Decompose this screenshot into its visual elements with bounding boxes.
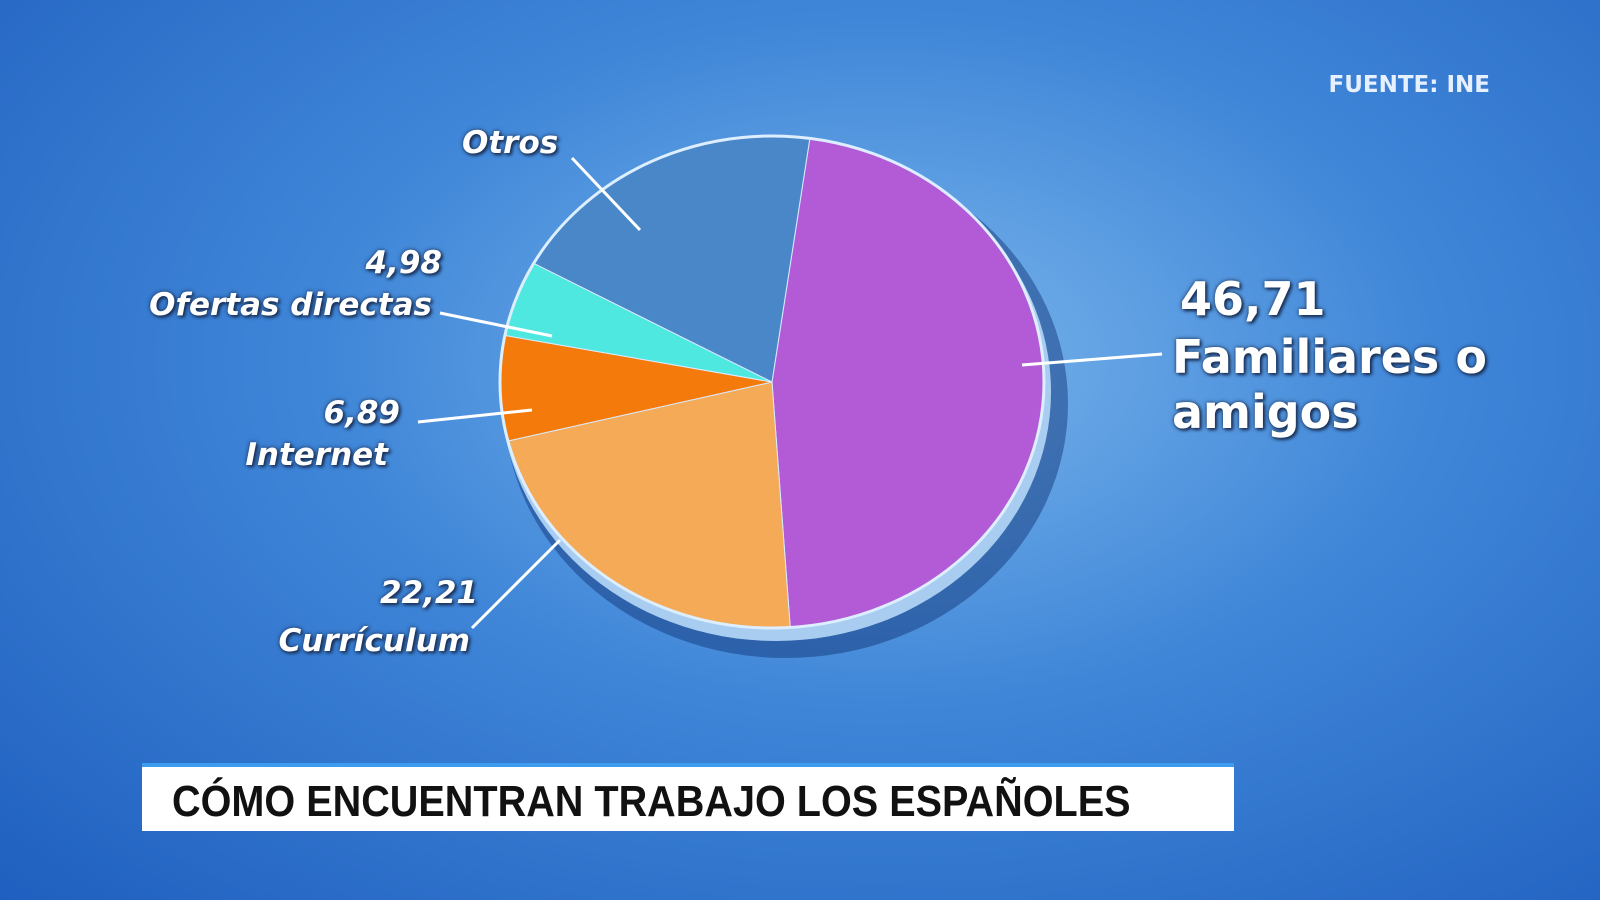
chart-title: CÓMO ENCUENTRAN TRABAJO LOS ESPAÑOLES [172,777,1131,826]
category-label: Currículum [278,623,470,659]
category-label: Otros [462,125,559,161]
value-label: 46,71 [1180,272,1326,326]
category-label: Familiares o amigos [1172,330,1487,440]
leader-line [439,311,553,338]
value-label: 22,21 [379,575,478,611]
leader-line [470,538,562,630]
value-label: 4,98 [365,245,443,281]
value-label: 6,89 [323,395,401,431]
pie-edge [498,134,1046,630]
category-label: Internet [245,437,388,473]
title-bar: CÓMO ENCUENTRAN TRABAJO LOS ESPAÑOLES [142,763,1234,831]
leader-line [1021,352,1163,367]
source: FUENTE: INE [1328,72,1490,98]
leader-line [570,156,642,232]
leader-line [417,408,533,424]
category-label: Ofertas directas [149,287,432,323]
